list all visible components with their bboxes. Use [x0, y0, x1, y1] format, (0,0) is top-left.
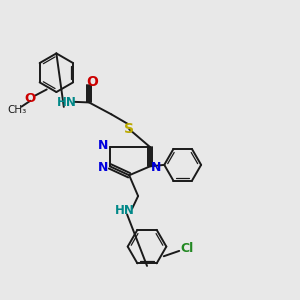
Text: N: N [98, 139, 109, 152]
Text: Cl: Cl [180, 242, 194, 255]
Text: N: N [152, 161, 162, 174]
Text: N: N [98, 161, 109, 174]
Text: CH₃: CH₃ [8, 105, 27, 115]
Text: O: O [86, 75, 98, 88]
Text: O: O [25, 92, 36, 105]
Text: HN: HN [57, 96, 77, 109]
Text: HN: HN [115, 204, 135, 218]
Text: S: S [124, 122, 134, 136]
